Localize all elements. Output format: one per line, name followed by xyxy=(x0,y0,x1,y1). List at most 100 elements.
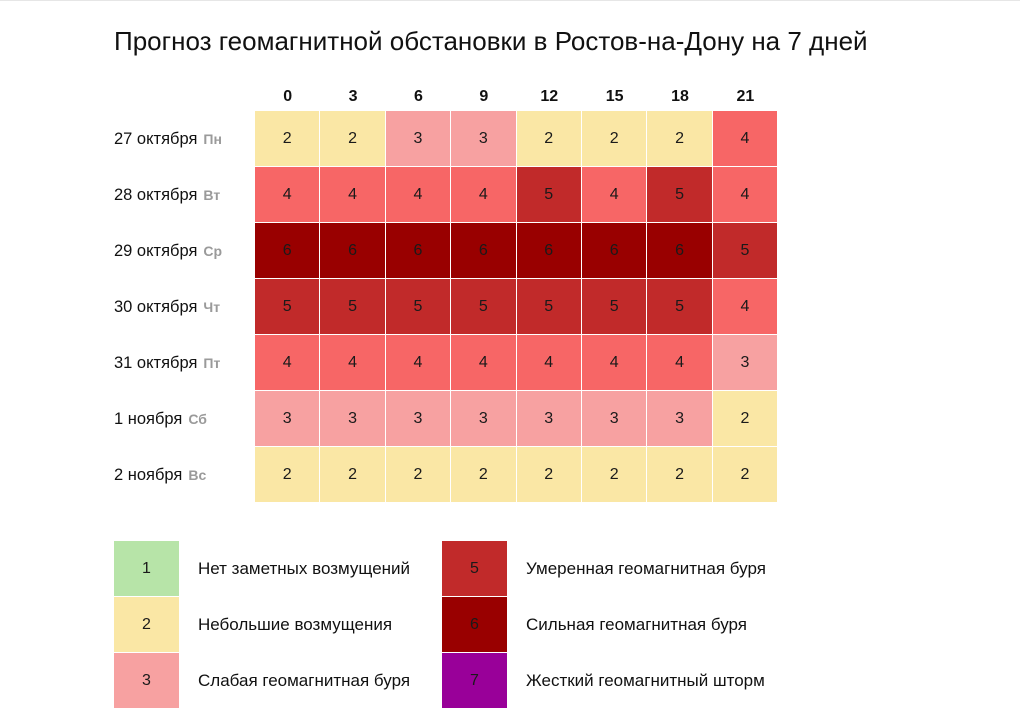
day-row: 29 октября Ср 6 6 6 6 6 6 6 5 xyxy=(114,223,778,279)
day-row: 28 октября Вт 4 4 4 4 5 4 5 4 xyxy=(114,167,778,223)
day-date: 27 октября xyxy=(114,129,198,148)
legend-swatch: 5 xyxy=(442,541,507,596)
day-label: 28 октября Вт xyxy=(114,167,255,223)
day-date: 29 октября xyxy=(114,241,198,260)
kp-cell: 4 xyxy=(320,167,385,222)
kp-cell: 3 xyxy=(385,391,451,446)
day-row: 1 ноября Сб 3 3 3 3 3 3 3 2 xyxy=(114,391,778,447)
kp-cell: 5 xyxy=(581,279,647,334)
legend-label: Нет заметных возмущений xyxy=(198,558,411,578)
legend-label: Слабая геомагнитная буря xyxy=(198,670,411,690)
kp-cell: 4 xyxy=(255,167,320,222)
legend-label: Умеренная геомагнитная буря xyxy=(526,558,766,578)
day-weekday: Вс xyxy=(188,467,207,483)
kp-cell: 5 xyxy=(320,279,385,334)
kp-cell: 3 xyxy=(647,391,712,446)
kp-cell: 4 xyxy=(516,335,581,390)
kp-cell: 2 xyxy=(647,111,712,166)
kp-cell: 6 xyxy=(451,223,516,278)
kp-cell: 4 xyxy=(712,111,778,166)
kp-cell: 2 xyxy=(712,391,778,446)
kp-cell: 2 xyxy=(712,447,778,502)
day-date: 30 октября xyxy=(114,297,198,316)
day-weekday: Пн xyxy=(203,131,222,147)
kp-cell: 4 xyxy=(712,167,778,222)
kp-cell: 2 xyxy=(451,447,516,502)
kp-cell: 4 xyxy=(647,335,712,390)
kp-cell: 4 xyxy=(255,335,320,390)
hour-label: 21 xyxy=(736,88,755,105)
hour-header: 0 3 6 9 12 15 18 21 xyxy=(255,84,778,110)
day-row: 31 октября Пт 4 4 4 4 4 4 4 3 xyxy=(114,335,778,391)
kp-cell: 4 xyxy=(451,167,516,222)
legend-item: 7 Жесткий геомагнитный шторм xyxy=(442,653,765,708)
kp-cell: 2 xyxy=(516,111,581,166)
kp-cell: 3 xyxy=(712,335,778,390)
kp-cell: 4 xyxy=(451,335,516,390)
kp-cell: 3 xyxy=(255,391,320,446)
hour-label: 18 xyxy=(671,88,689,105)
kp-cell: 6 xyxy=(385,223,451,278)
kp-cell: 5 xyxy=(451,279,516,334)
kp-cell: 2 xyxy=(385,447,451,502)
hour-label: 12 xyxy=(540,88,559,105)
kp-cell: 5 xyxy=(712,223,778,278)
day-weekday: Сб xyxy=(188,411,207,427)
kp-cell: 5 xyxy=(647,279,712,334)
hour-label: 3 xyxy=(348,88,358,105)
day-row: 2 ноября Вс 2 2 2 2 2 2 2 2 xyxy=(114,447,778,503)
legend-item: 3 Слабая геомагнитная буря xyxy=(114,653,410,708)
hour-label: 6 xyxy=(414,88,423,105)
kp-cell: 6 xyxy=(320,223,385,278)
legend-item: 2 Небольшие возмущения xyxy=(114,597,392,652)
kp-cell: 5 xyxy=(516,167,581,222)
kp-cell: 5 xyxy=(516,279,581,334)
legend-label: Сильная геомагнитная буря xyxy=(526,614,747,634)
day-weekday: Ср xyxy=(203,243,223,259)
legend-swatch: 2 xyxy=(114,597,179,652)
kp-cell: 2 xyxy=(255,447,320,502)
kp-cell: 3 xyxy=(581,391,647,446)
kp-cell: 4 xyxy=(581,335,647,390)
kp-cell: 6 xyxy=(647,223,712,278)
kp-cell: 6 xyxy=(581,223,647,278)
kp-cell: 3 xyxy=(451,391,516,446)
legend-label: Жесткий геомагнитный шторм xyxy=(526,670,765,690)
legend-label: Небольшие возмущения xyxy=(198,614,393,634)
kp-cell: 4 xyxy=(320,335,385,390)
kp-cell: 5 xyxy=(647,167,712,222)
kp-cell: 2 xyxy=(320,111,385,166)
kp-cell: 2 xyxy=(516,447,581,502)
day-date: 2 ноября xyxy=(114,465,183,484)
day-date: 1 ноября xyxy=(114,409,183,428)
day-date: 28 октября xyxy=(114,185,198,204)
day-date: 31 октября xyxy=(114,353,198,372)
kp-cell: 5 xyxy=(255,279,320,334)
day-weekday: Чт xyxy=(203,299,221,315)
legend-item: 6 Сильная геомагнитная буря xyxy=(442,597,747,652)
kp-cell: 4 xyxy=(581,167,647,222)
legend-item: 5 Умеренная геомагнитная буря xyxy=(442,541,766,596)
kp-cell: 6 xyxy=(516,223,581,278)
kp-cell: 3 xyxy=(516,391,581,446)
hour-label: 15 xyxy=(605,88,624,105)
kp-cell: 5 xyxy=(385,279,451,334)
kp-cell: 4 xyxy=(712,279,778,334)
page-title: Прогноз геомагнитной обстановки в Ростов… xyxy=(114,26,868,56)
day-weekday: Пт xyxy=(203,355,221,371)
kp-cell: 3 xyxy=(385,111,451,166)
hour-label: 0 xyxy=(283,88,293,105)
kp-cell: 4 xyxy=(385,335,451,390)
day-weekday: Вт xyxy=(203,187,221,203)
legend-swatch: 6 xyxy=(442,597,507,652)
kp-cell: 3 xyxy=(451,111,516,166)
day-row: 30 октября Чт 5 5 5 5 5 5 5 4 xyxy=(114,279,778,335)
kp-cell: 6 xyxy=(255,223,320,278)
kp-cell: 4 xyxy=(385,167,451,222)
day-label: 1 ноября Сб xyxy=(114,391,255,447)
top-divider xyxy=(0,0,1020,1)
day-row: 27 октября Пн 2 2 3 3 2 2 2 4 xyxy=(114,111,778,167)
legend-swatch: 1 xyxy=(114,541,179,596)
kp-cell: 2 xyxy=(647,447,712,502)
day-label: 29 октября Ср xyxy=(114,223,255,279)
